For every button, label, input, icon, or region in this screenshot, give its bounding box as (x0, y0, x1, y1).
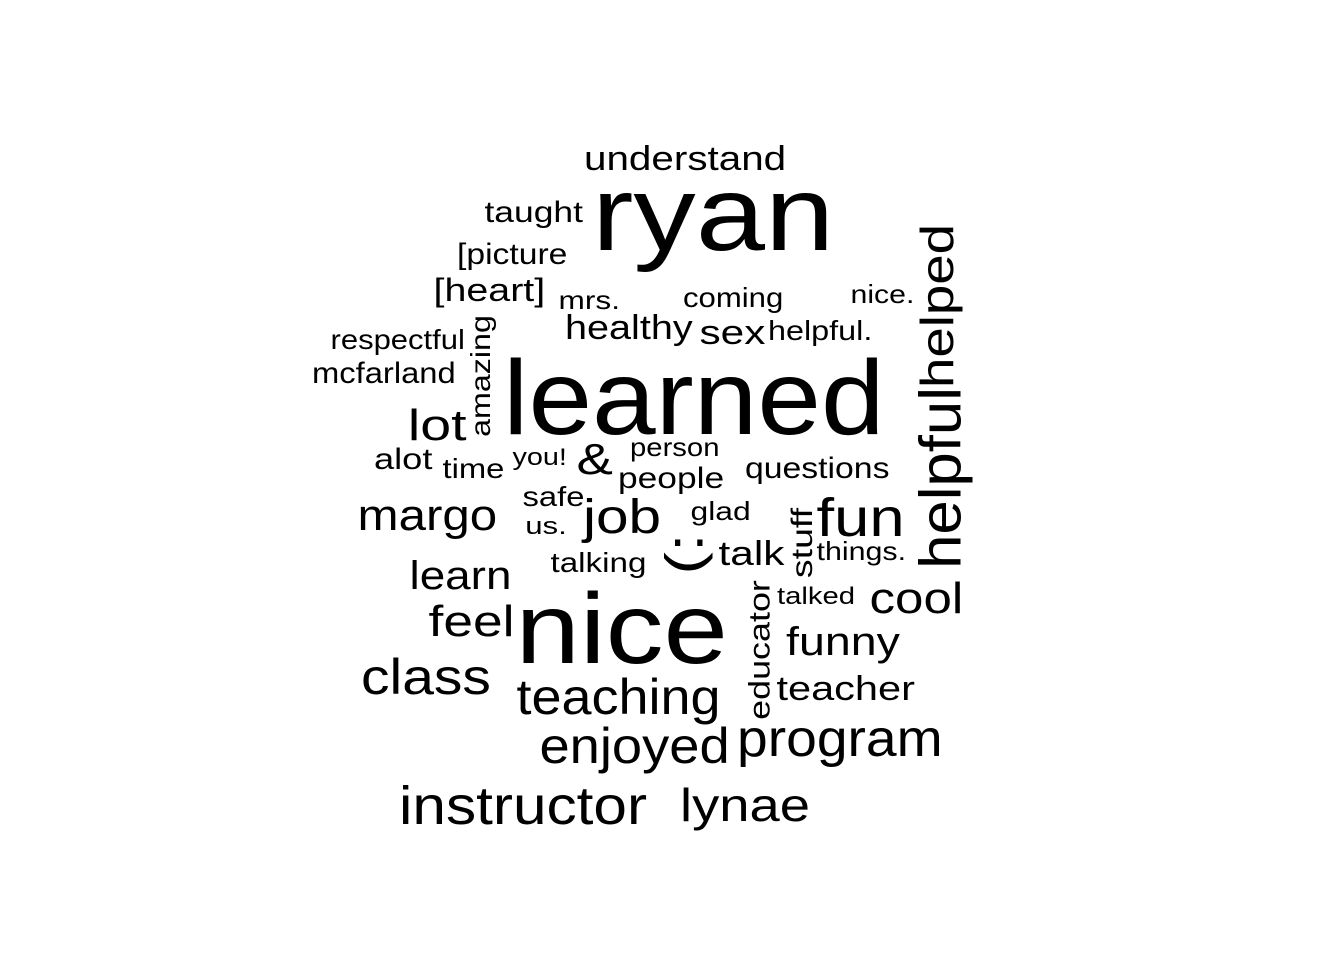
word-taught: taught (483, 196, 583, 229)
word-learn: learn (409, 554, 511, 598)
word-understand: understand (584, 140, 787, 178)
word-safe: safe (522, 481, 584, 512)
word-funny: funny (786, 620, 900, 664)
word-glad: glad (689, 496, 751, 526)
word-ampersand: & (575, 435, 613, 484)
word-talking: talking (550, 547, 646, 578)
word-educator: educator (742, 580, 776, 720)
word-time: time (442, 453, 504, 484)
word-learned: learned (503, 339, 885, 457)
word-talked: talked (776, 583, 856, 610)
word-person: person (630, 432, 720, 462)
word-helpful-dot: helpful. (767, 315, 873, 346)
word-mcfarland: mcfarland (312, 357, 456, 390)
word-teacher: teacher (775, 670, 915, 708)
word-fun: fun (816, 488, 905, 548)
word-questions: questions (744, 452, 890, 485)
word-ryan: ryan (591, 155, 835, 273)
word-us-dot: us. (525, 513, 567, 540)
word-margo: margo (357, 491, 497, 540)
word-mrs: mrs. (558, 285, 620, 315)
word-lot: lot (407, 401, 467, 450)
word-things-dot: things. (816, 536, 906, 566)
word-cool: cool (869, 574, 963, 623)
word-instructor: instructor (399, 776, 648, 836)
word-helped: helped (911, 223, 964, 389)
word-sex: sex (699, 314, 765, 352)
word-smiley: :) (662, 533, 721, 575)
word-class: class (361, 649, 491, 705)
word-you: you! (511, 444, 567, 471)
word-talk: talk (718, 535, 784, 573)
word-heart: [heart] (433, 272, 545, 308)
word-healthy: healthy (565, 309, 693, 347)
word-helpful: helpful (907, 387, 973, 569)
word-feel: feel (428, 597, 514, 646)
word-coming: coming (682, 282, 784, 313)
word-nice-dot: nice. (849, 279, 914, 309)
word-stuff: stuff (786, 507, 820, 579)
word-picture: [picture (456, 238, 568, 271)
word-enjoyed: enjoyed (538, 718, 730, 774)
word-lynae: lynae (679, 779, 810, 831)
word-alot: alot (373, 443, 433, 476)
word-nice: nice (515, 573, 728, 685)
word-teaching: teaching (516, 669, 721, 725)
word-respectful: respectful (330, 324, 465, 355)
word-program: program (736, 710, 943, 768)
word-people: people (617, 462, 725, 495)
word-amazing: amazing (464, 315, 496, 437)
word-job: job (582, 491, 662, 544)
